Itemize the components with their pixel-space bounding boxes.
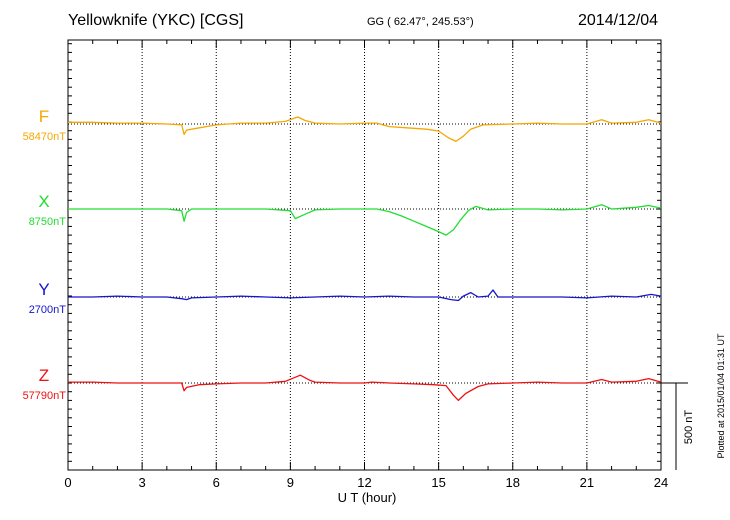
series-baseline-label: 57790nT: [23, 390, 67, 402]
x-tick-label: 18: [506, 475, 520, 490]
series-layer: [68, 116, 662, 402]
station-coordinates: GG ( 62.47°, 245.53°): [367, 16, 474, 28]
series-line-x: [68, 204, 662, 236]
chart-date: 2014/12/04: [578, 12, 659, 29]
tick-layer: [67, 40, 662, 471]
x-tick-label: 12: [357, 475, 371, 490]
series-baseline-label: 58470nT: [23, 131, 67, 143]
grid-layer: [68, 40, 661, 470]
x-tick-label: 15: [431, 475, 445, 490]
series-name-label: Y: [38, 280, 49, 299]
x-axis-label: U T (hour): [338, 490, 397, 505]
series-line-f: [68, 116, 662, 143]
series-name-label: X: [38, 192, 49, 211]
series-line-y: [68, 289, 662, 302]
scale-bar: 500 nT: [661, 382, 695, 470]
x-tick-label: 21: [580, 475, 594, 490]
series-line-z: [68, 374, 662, 402]
chart-title: Yellowknife (YKC) [CGS]: [68, 12, 244, 29]
x-tick-label: 3: [139, 475, 146, 490]
x-tick-label: 24: [654, 475, 668, 490]
label-layer: 0 3 6 9 12 15 18 21 24 F 58470nT X 8750nT Y 2700nT Z 577…: [23, 107, 669, 490]
x-tick-label: 9: [287, 475, 294, 490]
series-baseline-label: 2700nT: [29, 304, 67, 316]
x-tick-label: 0: [64, 475, 71, 490]
x-tick-label: 6: [213, 475, 220, 490]
scale-bar-label: 500 nT: [683, 410, 695, 445]
series-baseline-label: 8750nT: [29, 216, 67, 228]
series-name-label: Z: [39, 366, 49, 385]
plotted-at-note: Plotted at 2015/01/04 01:31 UT: [716, 333, 726, 459]
series-name-label: F: [39, 107, 49, 126]
plot-frame: [67, 39, 662, 471]
